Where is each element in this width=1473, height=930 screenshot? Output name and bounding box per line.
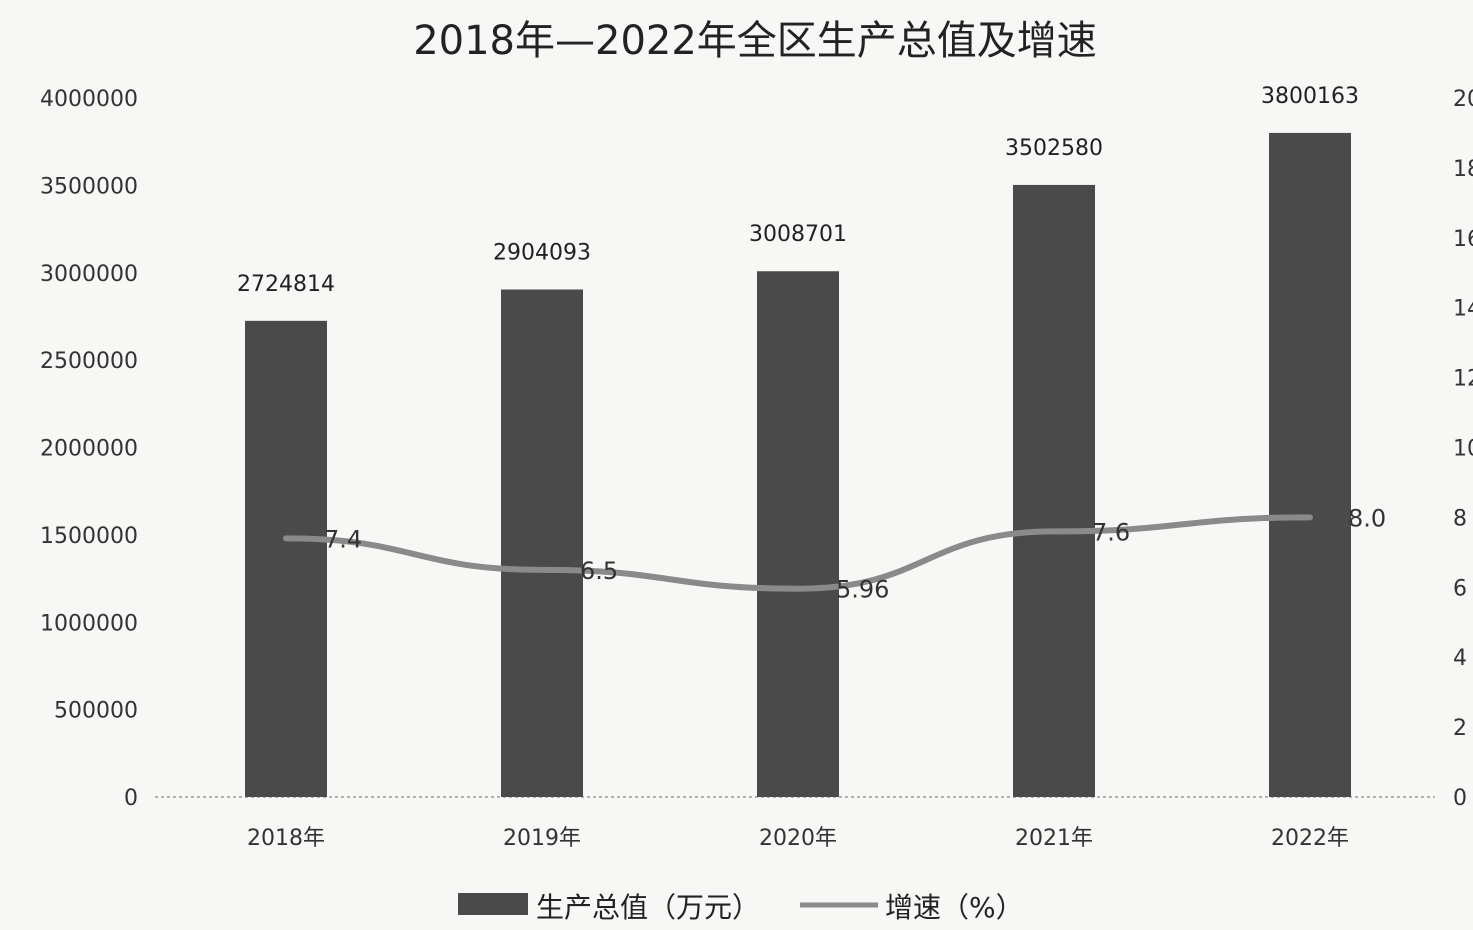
y-right-tick-label: 18 [1453,157,1473,182]
bar-series: 2724814 2904093 3008701 3502580 3800163 [237,84,1359,798]
x-tick-label: 2020年 [759,826,837,851]
bar [501,289,583,797]
bar-value-label: 3800163 [1261,84,1359,109]
y-right-tick-label: 10 [1453,437,1473,462]
y-right-tick-label: 8 [1453,506,1467,531]
legend-label-bar: 生产总值（万元） [536,891,760,924]
y-right-tick-label: 2 [1453,716,1467,741]
bar [1269,132,1351,797]
legend-label-line: 增速（%） [885,891,1024,924]
line-value-label: 8.0 [1348,504,1386,532]
line-value-label: 5.96 [836,576,889,604]
line-series: 7.4 6.5 5.96 7.6 8.0 [283,504,1386,604]
x-tick-label: 2019年 [503,826,581,851]
line-value-label: 7.4 [324,525,362,553]
y-left-tick-label: 4000000 [40,87,138,112]
y-left-tick-label: 500000 [54,699,138,724]
y-left-tick-label: 1000000 [40,611,138,636]
chart-title: 2018年—2022年全区生产总值及增速 [413,18,1097,64]
bar-value-label: 2904093 [493,241,591,266]
x-tick-label: 2021年 [1015,826,1093,851]
y-right-tick-label: 14 [1453,297,1473,322]
y-left-tick-label: 0 [124,786,138,811]
y-right-tick-label: 6 [1453,576,1467,601]
bar [245,320,327,797]
legend-swatch-bar [458,893,528,915]
bar [757,271,839,797]
bar [1013,184,1095,798]
y-left-tick-label: 2500000 [40,349,138,374]
y-right-tick-label: 12 [1453,367,1473,392]
y-right-tick-label: 4 [1453,646,1467,671]
bar-value-label: 2724814 [237,272,335,297]
line-value-label: 7.6 [1092,518,1130,546]
growth-line [283,514,1313,592]
x-tick-label: 2018年 [247,826,325,851]
x-tick-label: 2022年 [1271,826,1349,851]
axes: 0 500000 1000000 1500000 2000000 2500000 30000… [40,87,1473,851]
y-left-tick-label: 3000000 [40,262,138,287]
bar-value-label: 3008701 [749,222,847,247]
y-right-tick-label: 16 [1453,227,1473,252]
legend: 生产总值（万元） 增速（%） [458,891,1024,924]
bar-value-label: 3502580 [1005,136,1103,161]
y-right-tick-label: 20 [1453,87,1473,112]
y-left-tick-label: 2000000 [40,437,138,462]
y-left-tick-label: 3500000 [40,174,138,199]
y-left-tick-label: 1500000 [40,524,138,549]
line-value-label: 6.5 [580,557,618,585]
y-right-tick-label: 0 [1453,786,1467,811]
